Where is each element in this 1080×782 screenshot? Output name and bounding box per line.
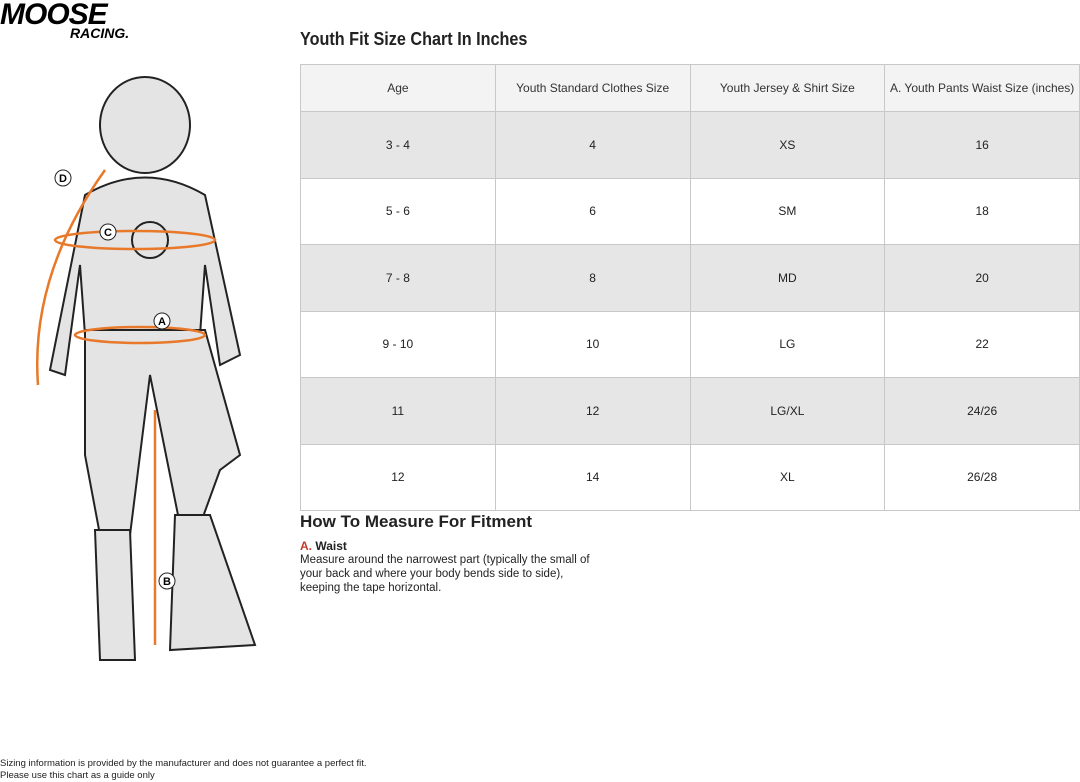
waist-description: Measure around the narrowest part (typic… (300, 554, 590, 594)
table-row: 7 - 8 8 MD 20 (300, 244, 1080, 312)
table-cell: 3 - 4 (300, 111, 496, 179)
table-row: 11 12 LG/XL 24/26 (300, 377, 1080, 445)
marker-c: C (104, 227, 112, 239)
table-row: 5 - 6 6 SM 18 (300, 177, 1080, 245)
table-cell: 9 - 10 (300, 310, 496, 378)
table-row: 12 14 XL 26/28 (300, 443, 1080, 511)
footer-disclaimer: Sizing information is provided by the ma… (0, 758, 367, 782)
table-cell: 24/26 (884, 377, 1080, 445)
moose-racing-logo: MOOSE RACING. (0, 0, 129, 41)
marker-d: D (59, 173, 67, 185)
table-cell: 14 (494, 443, 691, 511)
page-title: Youth Fit Size Chart In Inches (300, 29, 528, 49)
header-clothes-size: Youth Standard Clothes Size (494, 64, 691, 112)
waist-label: A. Waist (300, 539, 347, 553)
table-cell: MD (689, 244, 886, 312)
table-row: 9 - 10 10 LG 22 (300, 310, 1080, 378)
table-cell: 18 (884, 177, 1080, 245)
table-cell: 22 (884, 310, 1080, 378)
table-cell: 5 - 6 (300, 177, 496, 245)
table-cell: LG/XL (689, 377, 886, 445)
disclaimer-line-1: Sizing information is provided by the ma… (0, 758, 367, 769)
waist-title: Waist (315, 539, 347, 553)
table-cell: 20 (884, 244, 1080, 312)
marker-a: A (158, 316, 166, 328)
svg-text:RACING.: RACING. (70, 25, 129, 41)
rider-measurement-illustration: D C A B (36, 76, 257, 661)
table-cell: 12 (300, 443, 496, 511)
table-cell: XL (689, 443, 886, 511)
table-cell: 8 (494, 244, 691, 312)
table-cell: 11 (300, 377, 496, 445)
table-cell: 7 - 8 (300, 244, 496, 312)
table-cell: 26/28 (884, 443, 1080, 511)
svg-text:MOOSE: MOOSE (0, 0, 109, 31)
table-cell: SM (689, 177, 886, 245)
marker-b: B (163, 576, 171, 588)
table-cell: 10 (494, 310, 691, 378)
header-age: Age (300, 64, 496, 112)
table-cell: 4 (494, 111, 691, 179)
how-to-measure-heading: How To Measure For Fitment (300, 512, 533, 531)
table-header-row: Age Youth Standard Clothes Size Youth Je… (300, 64, 1080, 112)
header-waist-size: A. Youth Pants Waist Size (inches) (884, 64, 1080, 112)
disclaimer-line-2: Please use this chart as a guide only (0, 770, 155, 781)
waist-letter: A. (300, 539, 312, 553)
table-cell: LG (689, 310, 886, 378)
table-row: 3 - 4 4 XS 16 (300, 111, 1080, 179)
table-cell: 6 (494, 177, 691, 245)
header-jersey-size: Youth Jersey & Shirt Size (689, 64, 886, 112)
table-cell: XS (689, 111, 886, 179)
size-chart-table: Age Youth Standard Clothes Size Youth Je… (300, 64, 1080, 511)
table-cell: 12 (494, 377, 691, 445)
table-cell: 16 (884, 111, 1080, 179)
